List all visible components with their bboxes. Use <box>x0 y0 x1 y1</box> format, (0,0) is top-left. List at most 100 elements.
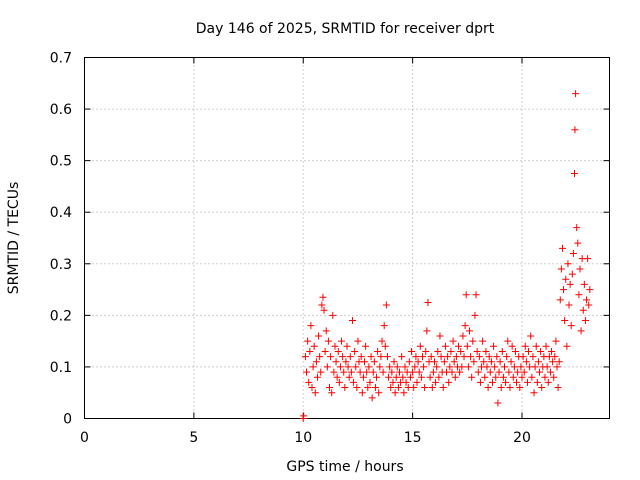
data-point <box>493 353 501 361</box>
data-point <box>331 342 339 350</box>
data-point <box>313 373 321 381</box>
data-point <box>328 389 336 397</box>
data-point <box>501 363 508 371</box>
data-points <box>299 90 594 422</box>
data-point <box>551 353 559 361</box>
y-tick-label: 0.5 <box>50 154 72 170</box>
data-point <box>527 332 535 340</box>
data-point <box>316 353 324 361</box>
data-point <box>396 368 403 376</box>
data-point <box>584 255 592 263</box>
data-point <box>329 311 337 319</box>
data-point <box>363 368 371 376</box>
data-point <box>393 363 401 371</box>
data-point <box>348 317 356 325</box>
data-point <box>581 317 589 325</box>
data-point <box>413 378 421 386</box>
x-tick-labels: 0 5 10 15 20 <box>80 430 531 446</box>
data-point <box>334 347 342 355</box>
data-point <box>305 378 313 386</box>
data-point <box>484 384 492 392</box>
data-point <box>495 368 503 376</box>
data-point <box>558 244 566 252</box>
data-point <box>440 358 448 366</box>
data-point <box>371 384 379 392</box>
data-point <box>300 412 308 420</box>
data-point <box>506 384 514 392</box>
y-axis-label: SRMTID / TECUs <box>6 182 22 295</box>
data-point <box>571 170 578 178</box>
data-point <box>312 358 320 366</box>
data-point <box>562 275 570 283</box>
data-point <box>580 280 588 288</box>
data-point <box>426 373 434 381</box>
data-point <box>358 389 366 397</box>
data-point <box>308 384 316 392</box>
data-point <box>444 353 452 361</box>
data-point <box>461 322 469 330</box>
data-point <box>435 373 443 381</box>
data-point <box>424 298 432 306</box>
data-point <box>341 384 349 392</box>
data-point <box>326 384 333 392</box>
data-point <box>431 358 438 366</box>
data-point <box>507 358 515 366</box>
data-point <box>569 249 577 257</box>
data-point <box>483 363 491 371</box>
data-point <box>563 342 571 350</box>
data-point <box>531 363 539 371</box>
data-point <box>457 347 465 355</box>
data-point <box>487 358 495 366</box>
data-point <box>571 126 579 134</box>
data-point <box>525 347 533 355</box>
x-axis-label: GPS time / hours <box>286 459 403 475</box>
data-point <box>476 378 484 386</box>
data-point <box>533 378 541 386</box>
data-point <box>458 363 466 371</box>
data-point <box>472 291 480 299</box>
data-point <box>343 342 351 350</box>
data-point <box>304 337 312 345</box>
data-point <box>481 373 489 381</box>
data-point <box>365 363 373 371</box>
data-point <box>450 358 458 366</box>
data-point <box>505 368 513 376</box>
data-point <box>572 90 580 98</box>
data-point <box>519 353 527 361</box>
data-point <box>451 373 459 381</box>
data-point <box>565 301 573 309</box>
data-point <box>556 296 564 304</box>
x-tick-label: 0 <box>80 430 89 446</box>
y-tick-label: 0.4 <box>50 205 72 221</box>
data-point <box>560 286 568 294</box>
data-point <box>401 363 409 371</box>
data-point <box>470 358 478 366</box>
y-tick-label: 0 <box>63 412 72 428</box>
data-point <box>523 378 531 386</box>
data-point <box>471 311 479 319</box>
data-point <box>459 332 467 340</box>
y-tick-labels: 0 0.1 0.2 0.3 0.4 0.5 0.6 0.7 <box>50 51 72 428</box>
x-tick-label: 15 <box>404 430 422 446</box>
data-point <box>534 358 542 366</box>
data-point <box>320 306 328 314</box>
data-point <box>585 301 593 309</box>
data-point <box>566 280 574 288</box>
data-point <box>376 363 384 371</box>
data-point <box>335 378 343 386</box>
data-point <box>374 347 382 355</box>
data-point <box>575 291 583 299</box>
data-point <box>422 347 430 355</box>
data-point <box>400 389 408 397</box>
data-point <box>536 368 543 376</box>
data-point <box>492 373 500 381</box>
data-point <box>511 347 519 355</box>
data-point <box>336 363 344 371</box>
data-point <box>402 378 410 386</box>
data-point <box>423 327 431 335</box>
data-point <box>409 368 417 376</box>
data-point <box>327 353 335 361</box>
data-point <box>412 353 420 361</box>
data-point <box>332 358 340 366</box>
data-point <box>455 342 463 350</box>
